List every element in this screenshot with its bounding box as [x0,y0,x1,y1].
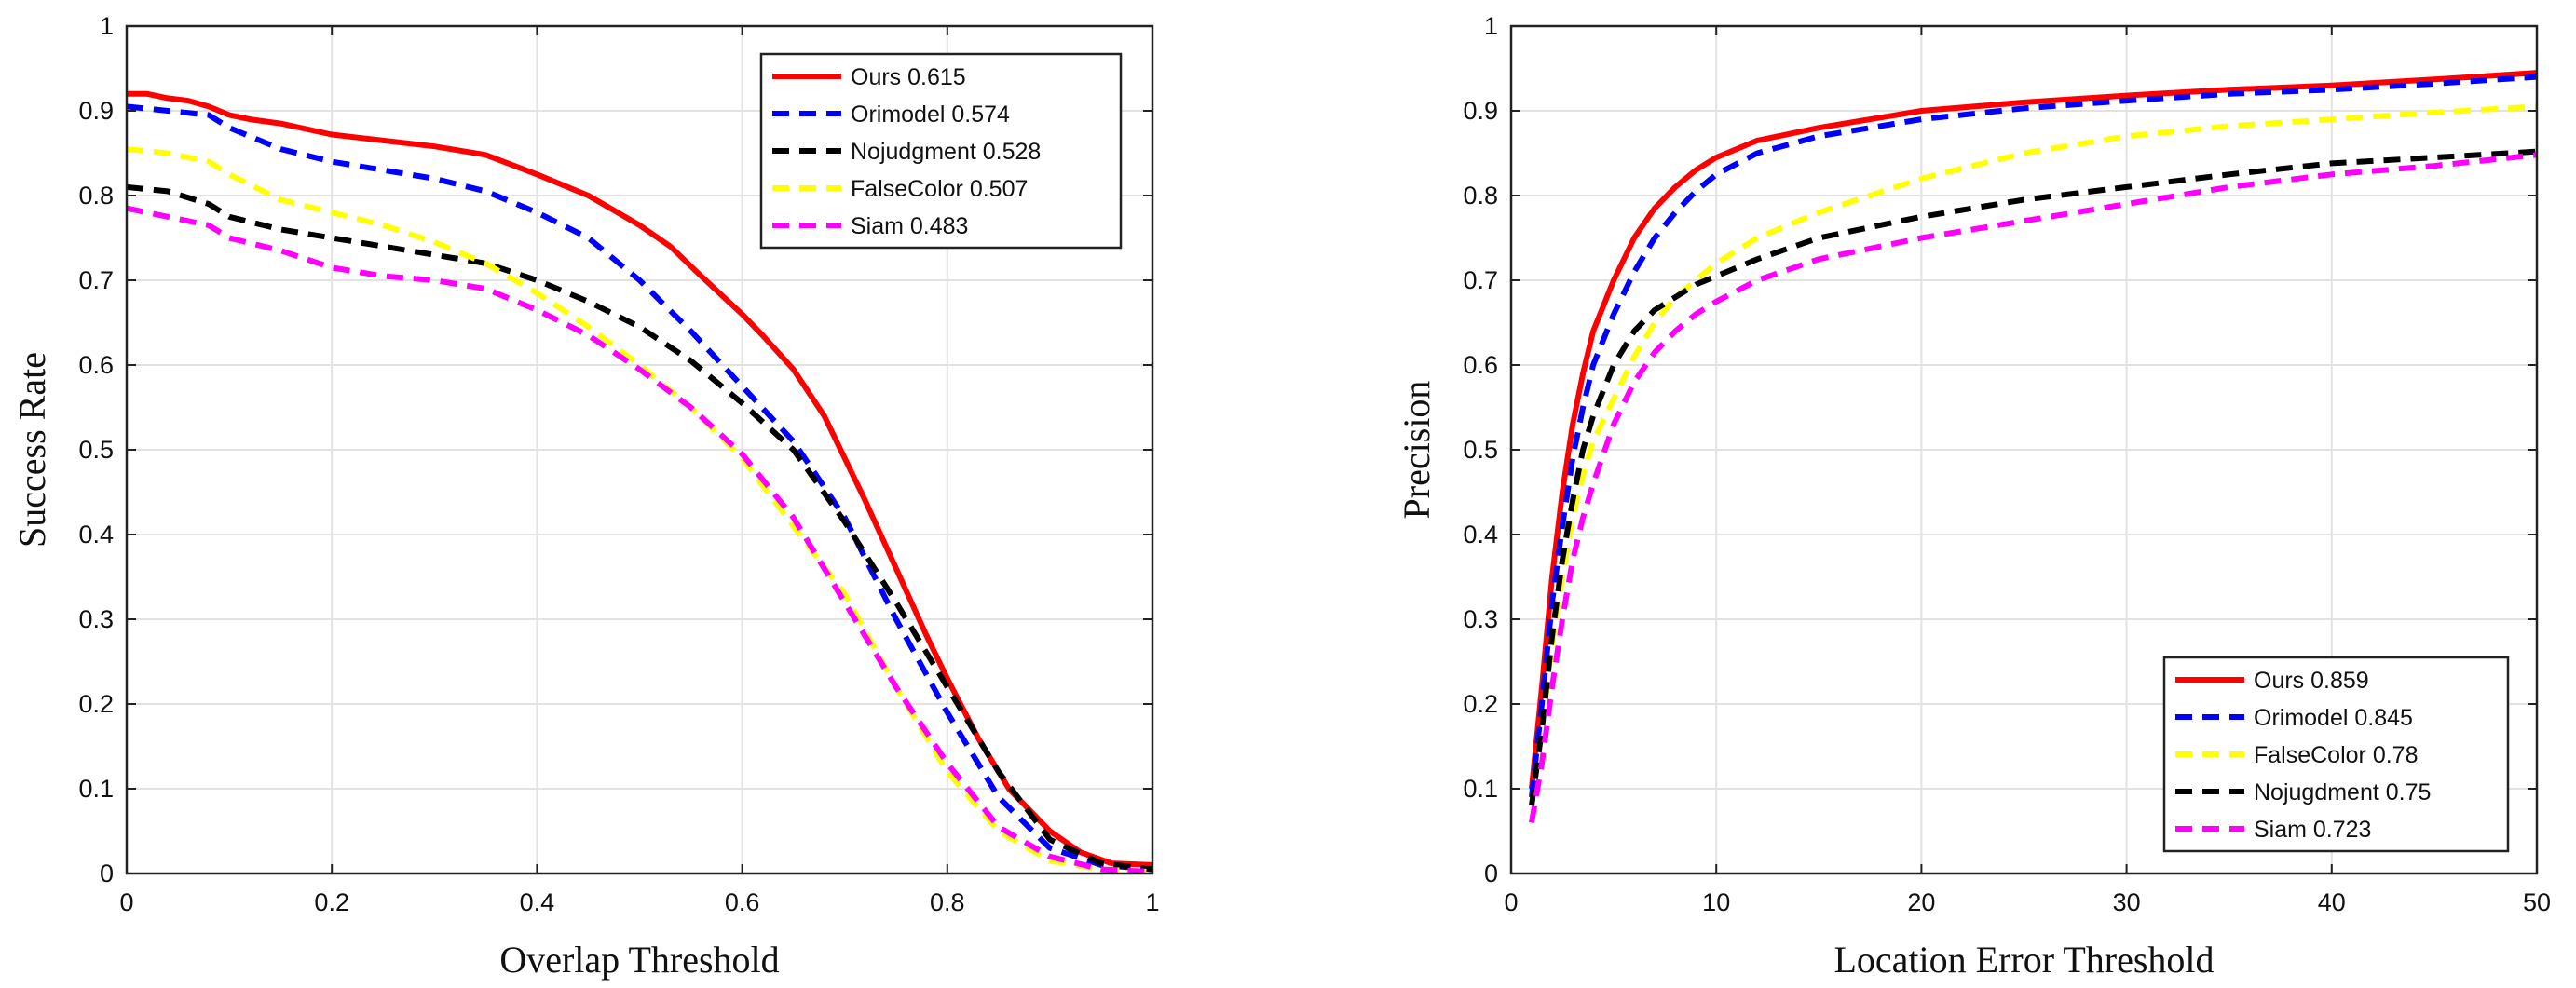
y-tick-label: 0.3 [78,605,114,633]
legend-entry-orimodel: Orimodel 0.845 [2254,705,2413,731]
y-tick-label: 0.1 [1463,775,1498,803]
x-tick-label: 1 [1145,888,1159,916]
legend-entry-ours: Ours 0.615 [851,64,966,90]
x-axis-label: Overlap Threshold [499,939,779,981]
y-tick-label: 0.7 [78,266,114,294]
y-tick-label: 1 [1484,12,1498,40]
series-line-nojugdment [1529,148,2537,806]
x-tick-label: 20 [1907,888,1935,916]
y-tick-label: 0.9 [1463,97,1498,125]
y-tick-label: 0.9 [78,97,114,125]
series-line-falsecolor [127,146,1152,873]
y-tick-label: 0.8 [78,182,114,210]
y-tick-label: 0.6 [1463,351,1498,379]
x-axis-label: Location Error Threshold [1833,939,2214,981]
series-line-ours [1529,70,2537,790]
y-axis-label: Precision [1396,381,1438,520]
series-group [127,90,1152,873]
x-tick-label: 0.4 [520,888,555,916]
series-line-orimodel [1529,74,2537,798]
x-tick-label: 30 [2113,888,2141,916]
y-tick-label: 0 [1484,859,1498,887]
x-tick-label: 0 [1504,888,1518,916]
x-tick-label: 40 [2318,888,2346,916]
series-line-orimodel [127,103,1152,873]
y-tick-label: 0.4 [1463,521,1498,548]
x-tick-label: 0.8 [930,888,965,916]
y-tick-label: 0.7 [1463,266,1498,294]
series-group [1529,70,2537,823]
y-tick-label: 1 [100,12,114,40]
legend-entry-falsecolor: FalseColor 0.78 [2254,742,2418,768]
series-line-siam [127,205,1152,873]
legend-entry-nojugdment: Nojugdment 0.75 [2254,779,2431,805]
y-tick-label: 0.3 [1463,605,1498,633]
legend-entry-orimodel: Orimodel 0.574 [851,102,1010,128]
legend-entry-siam: Siam 0.483 [851,213,968,239]
y-tick-label: 0.4 [78,521,114,548]
legend: Ours 0.859 Orimodel 0.845 FalseColor 0.78 N… [2162,656,2510,853]
y-tick-label: 0.1 [78,775,114,803]
x-tick-label: 50 [2523,888,2551,916]
legend-entry-ours: Ours 0.859 [2254,668,2369,694]
y-axis-label: Success Rate [11,352,53,548]
legend-box [2162,656,2510,853]
legend-entry-siam: Siam 0.723 [2254,817,2371,843]
legend-entry-nojudgment: Nojudgment 0.528 [851,139,1041,165]
y-tick-label: 0 [100,859,114,887]
y-tick-label: 0.5 [78,436,114,464]
series-line-nojudgment [127,183,1152,873]
x-tick-label: 10 [1702,888,1730,916]
x-tick-label: 0.6 [725,888,760,916]
legend: Ours 0.615 Orimodel 0.574 Nojudgment 0.528… [759,52,1123,250]
y-tick-label: 0.6 [78,351,114,379]
y-tick-label: 0.2 [78,690,114,718]
legend-entry-falsecolor: FalseColor 0.507 [851,176,1028,202]
y-tick-label: 0.2 [1463,690,1498,718]
x-tick-label: 0.2 [314,888,349,916]
legend-box [759,52,1123,250]
x-tick-label: 0 [119,888,133,916]
y-tick-label: 0.5 [1463,436,1498,464]
y-tick-label: 0.8 [1463,182,1498,210]
chart-2: 0 10 20 30 40 50 0 0.1 0.2 0.3 0.4 0.5 0.6 0.7 0.8 0.9 1… [1396,12,2551,981]
chart-1: 0 0.2 0.4 0.6 0.8 1 0 0.1 0.2 0.3 0.4 0.5 0.6 0.7 0.8 0… [11,12,1160,981]
